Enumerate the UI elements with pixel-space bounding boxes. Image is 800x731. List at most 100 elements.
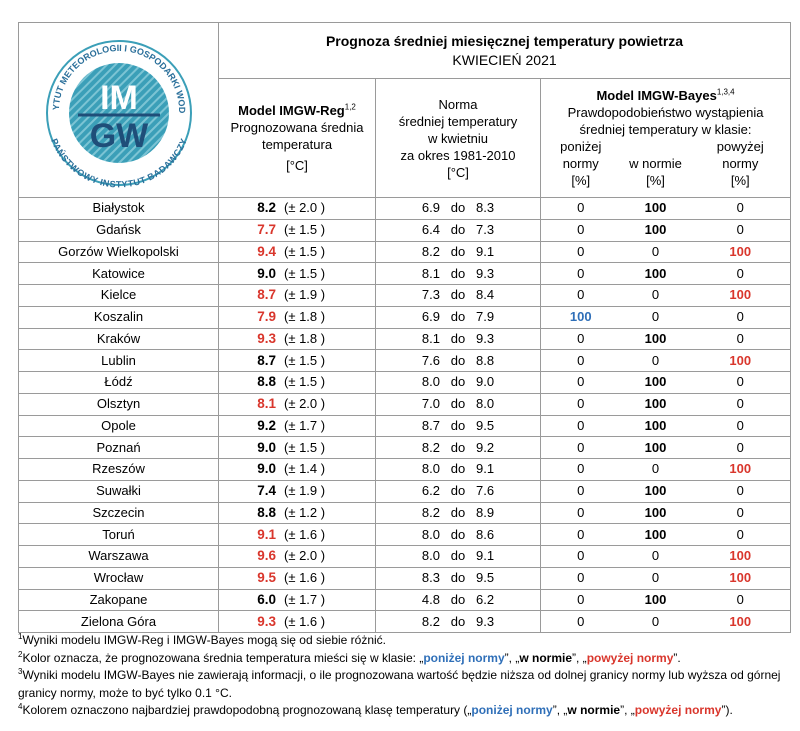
temp-err: (± 1.8 ) bbox=[284, 330, 326, 346]
city: Poznań bbox=[18, 436, 219, 459]
prob: 0 bbox=[540, 436, 621, 459]
city: Kraków bbox=[18, 327, 219, 351]
data-row: Zielona Góra 9.3 (± 1.6 ) 8.2 do 9.3 0 0 100 bbox=[18, 610, 792, 633]
city: Suwałki bbox=[18, 479, 219, 503]
prob: 0 bbox=[620, 545, 691, 568]
reg-cell: 9.0 (± 1.5 ) bbox=[218, 262, 376, 285]
norm-word: do bbox=[450, 396, 466, 412]
temp: 6.0 bbox=[257, 591, 276, 607]
reg-cell: 9.0 (± 1.4 ) bbox=[218, 458, 376, 481]
norm-word: do bbox=[450, 309, 466, 325]
temp: 9.4 bbox=[257, 243, 276, 259]
city: Zakopane bbox=[18, 588, 219, 612]
temp: 8.8 bbox=[257, 504, 276, 520]
prob: 0 bbox=[620, 305, 691, 329]
prob: 100 bbox=[540, 305, 621, 329]
reg-cell: 6.0 (± 1.7 ) bbox=[218, 588, 376, 612]
temp-err: (± 1.5 ) bbox=[284, 222, 326, 238]
norm-high: 9.0 bbox=[476, 374, 495, 390]
prob: 0 bbox=[690, 392, 792, 416]
data-row: Wrocław 9.5 (± 1.6 ) 8.3 do 9.5 0 0 100 bbox=[18, 566, 792, 590]
footnote-text: ”, „ bbox=[504, 650, 520, 665]
city: Szczecin bbox=[18, 501, 219, 525]
data-row: Poznań 9.0 (± 1.5 ) 8.2 do 9.2 0 100 0 bbox=[18, 436, 792, 459]
norm-cell: 8.2 do 9.3 bbox=[375, 610, 541, 633]
prob: 0 bbox=[540, 392, 621, 416]
reg-cell: 8.7 (± 1.9 ) bbox=[218, 284, 376, 307]
class-line: powyżej bbox=[716, 138, 764, 154]
temp-err: (± 1.4 ) bbox=[284, 461, 326, 477]
footnote-text: Kolor oznacza, że prognozowana średnia t… bbox=[22, 650, 424, 665]
class-unit: [%] bbox=[571, 172, 591, 188]
norm-word: do bbox=[450, 613, 466, 629]
prob: 0 bbox=[540, 610, 621, 633]
norm-low: 7.3 bbox=[421, 287, 440, 303]
norm-high: 6.2 bbox=[476, 591, 495, 607]
footnote-sup: 4 bbox=[18, 702, 23, 711]
temp-err: (± 1.2 ) bbox=[284, 504, 326, 520]
city: Łódź bbox=[18, 371, 219, 394]
norm-low: 6.2 bbox=[421, 483, 440, 499]
data-row: Warszawa 9.6 (± 2.0 ) 8.0 do 9.1 0 0 100 bbox=[18, 545, 792, 568]
footnote: 4Kolorem oznaczono najbardziej prawdopod… bbox=[18, 702, 790, 720]
norm-low: 8.3 bbox=[421, 570, 440, 586]
prob: 0 bbox=[690, 197, 792, 220]
prob: 0 bbox=[540, 371, 621, 394]
reg-line: Prognozowana średnia bbox=[230, 120, 364, 135]
norm-word: do bbox=[450, 526, 466, 542]
norm-high: 8.6 bbox=[476, 526, 495, 542]
temp-err: (± 1.6 ) bbox=[284, 526, 326, 542]
city: Gdańsk bbox=[18, 218, 219, 242]
reg-cell: 7.4 (± 1.9 ) bbox=[218, 479, 376, 503]
norm-low: 8.7 bbox=[421, 417, 440, 433]
norm-high: 8.0 bbox=[476, 396, 495, 412]
norm-high: 9.2 bbox=[476, 439, 495, 455]
subtitle: KWIECIEŃ 2021 bbox=[452, 51, 557, 68]
footnote-text: w normie bbox=[519, 650, 573, 665]
norm-low: 8.2 bbox=[421, 504, 440, 520]
prob: 0 bbox=[620, 566, 691, 590]
class-spacer bbox=[621, 138, 691, 155]
prob: 0 bbox=[540, 501, 621, 525]
prob: 0 bbox=[540, 523, 621, 546]
norm-high: 9.1 bbox=[476, 548, 495, 564]
norm-high: 8.4 bbox=[476, 287, 495, 303]
prob: 0 bbox=[690, 501, 792, 525]
prob: 100 bbox=[620, 197, 691, 220]
city: Rzeszów bbox=[18, 458, 219, 481]
data-row: Kielce 8.7 (± 1.9 ) 7.3 do 8.4 0 0 100 bbox=[18, 284, 792, 307]
norm-word: do bbox=[450, 222, 466, 238]
norm-low: 6.4 bbox=[421, 222, 440, 238]
reg-title-text: Model IMGW-Reg bbox=[238, 103, 345, 118]
footnote: 3Wyniki modelu IMGW-Bayes nie zawierają … bbox=[18, 667, 790, 702]
city: Lublin bbox=[18, 349, 219, 372]
bayes-line: średniej temperatury w klasie: bbox=[579, 121, 752, 137]
norm-cell: 6.9 do 7.9 bbox=[375, 305, 541, 329]
norm-low: 8.1 bbox=[421, 330, 440, 346]
prob: 0 bbox=[690, 371, 792, 394]
footnote-text: poniżej normy bbox=[471, 703, 553, 717]
prob: 0 bbox=[620, 458, 691, 481]
table-body: INSTYTUT METEOROLOGII I GOSPODARKI WODNE… bbox=[16, 15, 792, 633]
city: Opole bbox=[18, 414, 219, 438]
city: Koszalin bbox=[18, 305, 219, 329]
footnote-text: w normie bbox=[567, 703, 621, 717]
title: Prognoza średniej miesięcznej temperatur… bbox=[325, 32, 684, 49]
temp-err: (± 1.6 ) bbox=[284, 613, 326, 629]
norm-high: 8.8 bbox=[476, 352, 495, 368]
reg-cell: 8.1 (± 2.0 ) bbox=[218, 392, 376, 416]
norm-cell: 8.7 do 9.5 bbox=[375, 414, 541, 438]
norm-unit: [°C] bbox=[447, 164, 469, 180]
prob: 0 bbox=[620, 284, 691, 307]
norm-high: 7.9 bbox=[476, 309, 495, 325]
norm-low: 7.6 bbox=[421, 352, 440, 368]
prob: 0 bbox=[690, 262, 792, 285]
norm-cell: 8.0 do 9.1 bbox=[375, 545, 541, 568]
title-cell: Prognoza średniej miesięcznej temperatur… bbox=[217, 22, 792, 79]
footnote-text: powyżej normy bbox=[586, 650, 674, 665]
data-row: Katowice 9.0 (± 1.5 ) 8.1 do 9.3 0 100 0 bbox=[18, 262, 792, 285]
logo-line2: GW bbox=[89, 117, 148, 155]
class-line: normy bbox=[722, 155, 759, 171]
norm-cell: 7.0 do 8.0 bbox=[375, 392, 541, 416]
